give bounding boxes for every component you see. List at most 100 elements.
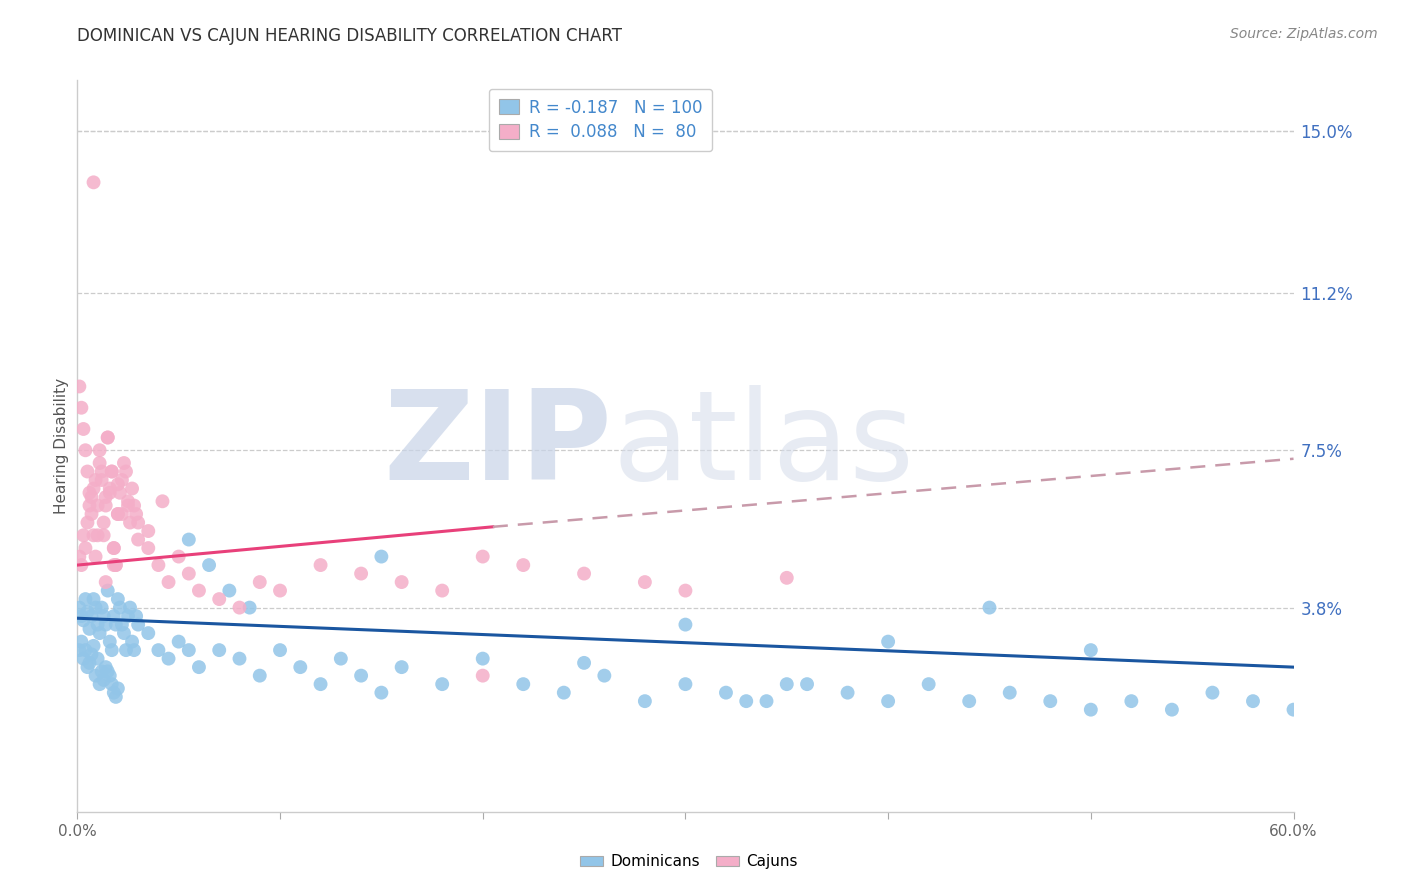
Point — [72, 528, 94, 542]
Point — [89, 443, 111, 458]
Point — [755, 694, 778, 708]
Point — [94, 660, 117, 674]
Point — [83, 482, 105, 496]
Legend: Dominicans, Cajuns: Dominicans, Cajuns — [574, 848, 804, 875]
Point — [94, 617, 117, 632]
Point — [432, 583, 454, 598]
Text: Source: ZipAtlas.com: Source: ZipAtlas.com — [1230, 27, 1378, 41]
Point — [432, 677, 454, 691]
Point — [111, 617, 134, 632]
Point — [98, 668, 121, 682]
Point — [593, 668, 616, 682]
Point — [796, 677, 818, 691]
Point — [94, 575, 117, 590]
Point — [167, 549, 190, 564]
Point — [1121, 694, 1143, 708]
Point — [675, 677, 697, 691]
Point — [1282, 703, 1305, 717]
Point — [76, 465, 98, 479]
Point — [79, 656, 101, 670]
Point — [877, 634, 900, 648]
Point — [122, 643, 145, 657]
Point — [97, 430, 120, 444]
Point — [471, 549, 494, 564]
Point — [117, 499, 139, 513]
Point — [634, 575, 657, 590]
Point — [127, 533, 149, 547]
Point — [103, 686, 125, 700]
Point — [107, 507, 129, 521]
Point — [72, 422, 94, 436]
Point — [83, 592, 105, 607]
Point — [998, 686, 1021, 700]
Point — [80, 648, 103, 662]
Point — [350, 566, 373, 581]
Point — [148, 558, 170, 572]
Point — [309, 558, 332, 572]
Point — [512, 558, 534, 572]
Point — [84, 600, 107, 615]
Point — [107, 592, 129, 607]
Point — [157, 651, 180, 665]
Text: atlas: atlas — [613, 385, 914, 507]
Point — [121, 482, 143, 496]
Point — [83, 175, 105, 189]
Point — [84, 549, 107, 564]
Point — [228, 600, 250, 615]
Point — [108, 600, 131, 615]
Point — [1080, 703, 1102, 717]
Point — [188, 583, 211, 598]
Point — [127, 516, 149, 530]
Point — [118, 516, 141, 530]
Point — [79, 622, 101, 636]
Point — [67, 600, 90, 615]
Point — [70, 401, 93, 415]
Point — [208, 643, 231, 657]
Point — [471, 668, 494, 682]
Point — [72, 651, 94, 665]
Point — [107, 477, 129, 491]
Point — [97, 430, 120, 444]
Point — [67, 643, 90, 657]
Point — [239, 600, 262, 615]
Point — [76, 516, 98, 530]
Point — [70, 558, 93, 572]
Point — [957, 694, 980, 708]
Point — [136, 541, 159, 555]
Point — [714, 686, 737, 700]
Point — [97, 583, 120, 598]
Point — [101, 677, 124, 691]
Point — [121, 634, 143, 648]
Point — [115, 465, 138, 479]
Point — [67, 549, 90, 564]
Point — [101, 465, 124, 479]
Point — [72, 613, 94, 627]
Point — [111, 473, 134, 487]
Point — [228, 651, 250, 665]
Point — [103, 541, 125, 555]
Point — [93, 528, 115, 542]
Point — [136, 626, 159, 640]
Point — [177, 643, 200, 657]
Point — [111, 507, 134, 521]
Point — [877, 694, 900, 708]
Point — [104, 558, 127, 572]
Point — [188, 660, 211, 674]
Point — [112, 456, 135, 470]
Point — [79, 485, 101, 500]
Point — [125, 507, 148, 521]
Point — [89, 677, 111, 691]
Point — [136, 524, 159, 538]
Point — [112, 626, 135, 640]
Point — [979, 600, 1001, 615]
Point — [117, 609, 139, 624]
Point — [97, 665, 120, 679]
Point — [76, 605, 98, 619]
Legend: R = -0.187   N = 100, R =  0.088   N =  80: R = -0.187 N = 100, R = 0.088 N = 80 — [488, 88, 711, 152]
Point — [94, 490, 117, 504]
Point — [157, 575, 180, 590]
Point — [70, 609, 93, 624]
Point — [103, 541, 125, 555]
Point — [198, 558, 221, 572]
Point — [572, 566, 595, 581]
